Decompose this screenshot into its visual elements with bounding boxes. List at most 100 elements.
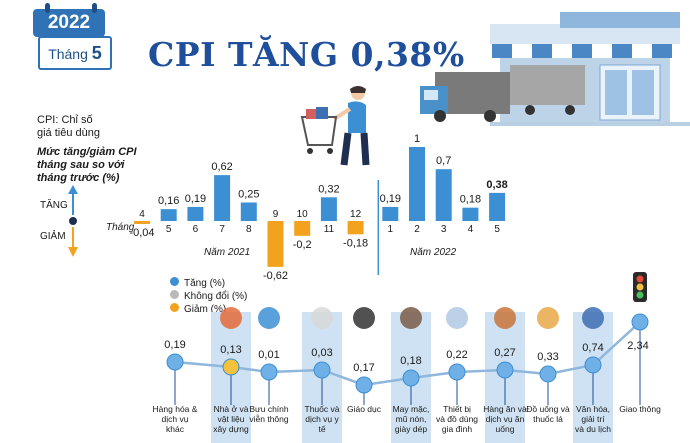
category-icon <box>220 307 242 329</box>
category-label: giày dép <box>395 424 427 434</box>
category-point <box>260 363 278 381</box>
month-tick-label: 3 <box>441 224 447 235</box>
bar <box>382 206 399 221</box>
category-point <box>313 361 331 379</box>
legend: Tăng (%) Không đổi (%) Giảm (%) <box>170 277 247 316</box>
category-label: Giao thông <box>619 404 661 414</box>
month-tick-label: 4 <box>468 224 474 235</box>
category-label: Giáo dục <box>347 404 382 414</box>
category-value-label: 0,13 <box>220 344 241 356</box>
category-value-label: 0,33 <box>537 351 558 363</box>
category-label: Văn hóa, <box>576 404 610 414</box>
legend-neutral-text: Không đổi (%) <box>184 291 248 302</box>
category-label: uống <box>496 424 515 434</box>
legend-down-text: Giảm (%) <box>184 304 227 315</box>
monthly-cpi-bar-chart: -0,04 4 0,16 5 0,19 6 0,62 7 0,25 8 -0,62 9 -0,2 10 0,… <box>129 133 507 282</box>
category-value-label: 0,22 <box>446 349 467 361</box>
legend-item-up: Tăng (%) <box>170 277 247 290</box>
calendar-ring-icon <box>45 3 50 13</box>
bar <box>134 221 150 224</box>
bar <box>435 169 452 221</box>
category-label: giải trí <box>581 414 605 424</box>
calendar-ring-icon <box>92 3 97 13</box>
legend-item-neutral: Không đổi (%) <box>170 290 247 303</box>
category-icon <box>494 307 516 329</box>
month-label: Tháng <box>48 46 88 62</box>
bar <box>409 147 425 221</box>
bar-value-label: 0,19 <box>185 193 206 205</box>
month-tick-label: 8 <box>246 224 252 235</box>
bar <box>267 221 284 267</box>
bar-value-label: 0,38 <box>486 179 507 191</box>
bar <box>320 197 337 221</box>
calendar-month-badge: Tháng 5 <box>38 36 112 70</box>
year-2022-label: Năm 2022 <box>410 247 457 258</box>
bar <box>489 192 506 221</box>
bar-value-label: 0,25 <box>238 189 259 201</box>
bar-value-label: -0,2 <box>293 239 312 251</box>
category-label: mũ nón, <box>396 414 427 424</box>
category-point <box>448 363 466 381</box>
category-point <box>631 313 649 331</box>
bar-value-label: -0,18 <box>343 237 368 249</box>
bar <box>187 206 204 221</box>
month-tick-label: 2 <box>414 224 420 235</box>
traffic-light-green <box>636 291 644 299</box>
category-label: khác <box>166 424 185 434</box>
bar <box>462 207 479 221</box>
category-value-label: 0,27 <box>494 347 515 359</box>
category-point <box>496 361 514 379</box>
bar <box>347 221 364 235</box>
calendar-year-badge: 2022 <box>33 9 105 37</box>
cpi-definition: CPI: Chỉ số giá tiêu dùng <box>37 114 100 140</box>
month-tick-label: 12 <box>350 209 362 220</box>
month-tick-label: 1 <box>388 224 394 235</box>
category-label: gia đình <box>442 424 473 434</box>
bar <box>214 175 231 221</box>
shopper-cart-illustration <box>300 86 370 166</box>
month-tick-label: 10 <box>297 209 309 220</box>
bar-value-label: -0,04 <box>129 227 154 239</box>
category-label: May mặc, <box>393 404 430 414</box>
month-tick-label: 6 <box>193 224 199 235</box>
category-value-label: 0,17 <box>353 362 374 374</box>
month-value: 5 <box>91 43 102 63</box>
category-value-label: 0,01 <box>258 349 279 361</box>
category-icon <box>446 307 468 329</box>
category-point <box>222 358 240 376</box>
category-label: xây dựng <box>213 424 249 434</box>
page-title: CPI TĂNG 0,38% <box>148 35 465 74</box>
category-point <box>539 365 557 383</box>
axis-prefix-label: Tháng <box>106 222 135 233</box>
category-icon <box>582 307 604 329</box>
down-label: GIẢM <box>40 231 66 242</box>
category-label: Nhà ở và <box>214 404 249 414</box>
year-text: 2022 <box>47 12 91 33</box>
bar-value-label: 0,32 <box>318 183 339 195</box>
bar-value-label: 0,19 <box>380 193 401 205</box>
category-label: Thiết bị <box>443 404 471 414</box>
month-tick-label: 11 <box>324 224 335 235</box>
bar-value-label: 0,18 <box>460 194 481 206</box>
bar <box>160 209 177 221</box>
month-tick-label: 4 <box>139 209 145 220</box>
month-tick-label: 5 <box>494 224 500 235</box>
category-label: vật liệu <box>218 414 245 424</box>
bar-value-label: 1 <box>414 133 420 145</box>
category-label: dịch vụ <box>162 414 189 424</box>
category-label: thuốc lá <box>533 414 563 424</box>
category-value-label: 2,34 <box>627 340 648 352</box>
category-label: Hàng ăn và <box>483 404 527 414</box>
desc-line3: tháng trước (%) <box>37 172 120 184</box>
category-icon <box>537 307 559 329</box>
category-label: Thuốc và <box>305 404 340 414</box>
category-label: tế <box>318 424 325 434</box>
category-value-label: 0,18 <box>400 355 421 367</box>
category-point <box>355 376 373 394</box>
category-value-label: 0,03 <box>311 347 332 359</box>
bar <box>294 221 311 236</box>
month-tick-label: 5 <box>166 224 172 235</box>
desc-line1: Mức tăng/giảm CPI <box>37 146 137 158</box>
category-value-label: 0,74 <box>582 342 603 354</box>
